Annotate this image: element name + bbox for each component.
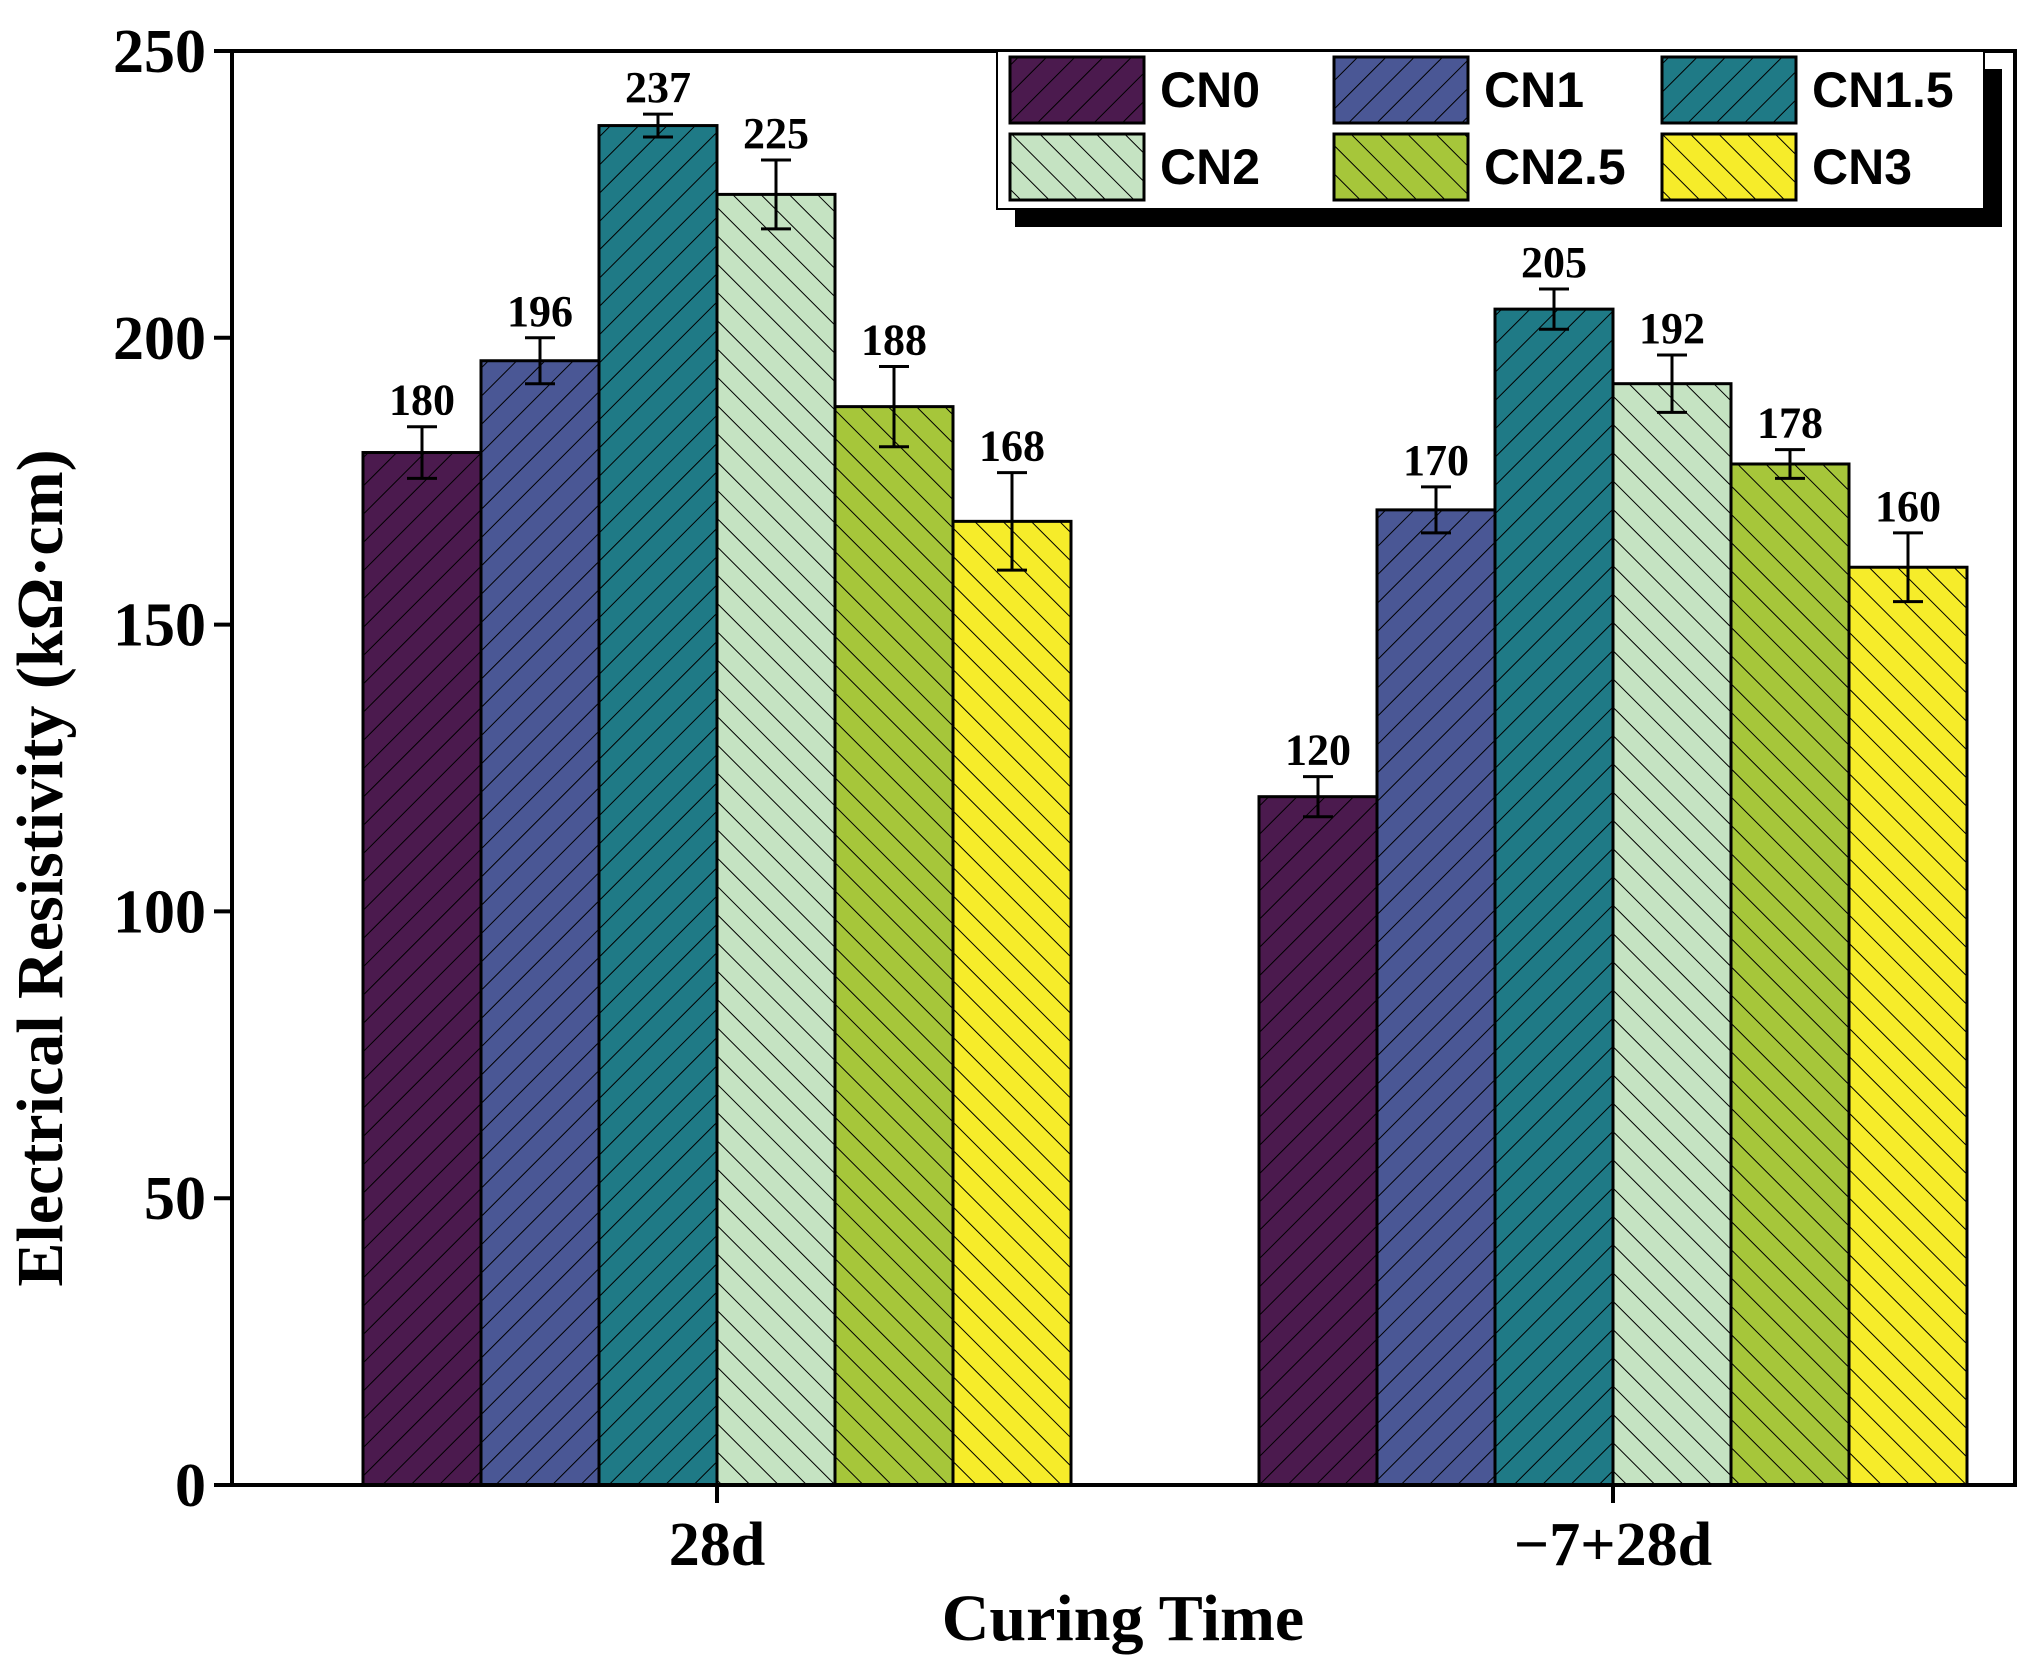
- y-tick-label: 150: [113, 592, 206, 660]
- bar: [1375, 508, 1497, 1487]
- legend-label: CN2.5: [1484, 139, 1626, 195]
- y-tick-label: 0: [175, 1452, 206, 1520]
- data-label: 188: [861, 315, 927, 364]
- data-label: 160: [1875, 482, 1941, 531]
- bar: [597, 124, 719, 1487]
- bar: [833, 405, 955, 1487]
- legend-label: CN1: [1484, 62, 1584, 118]
- data-label: 196: [507, 287, 573, 336]
- y-tick-label: 250: [113, 18, 206, 86]
- axis-ticks: 0 50 100 150 200 250 28d −7+28d: [113, 18, 1712, 1579]
- data-label: 168: [979, 422, 1045, 471]
- legend-label: CN2: [1160, 139, 1260, 195]
- data-label: 180: [389, 376, 455, 425]
- data-label: 205: [1521, 238, 1587, 287]
- data-label: 237: [625, 63, 691, 112]
- legend-swatch: [1332, 132, 1470, 202]
- bar: [1847, 565, 1969, 1487]
- bar: [1611, 382, 1733, 1487]
- y-tick-label: 100: [113, 878, 206, 946]
- bar: [715, 192, 837, 1487]
- legend-box: [996, 50, 1985, 210]
- bar: [951, 519, 1073, 1487]
- bar: [361, 451, 483, 1487]
- legend-swatch: [1660, 55, 1798, 125]
- bar: [1729, 462, 1851, 1487]
- legend-label: CN3: [1812, 139, 1912, 195]
- bar: [1257, 795, 1379, 1487]
- data-label: 178: [1757, 399, 1823, 448]
- legend-label: CN1.5: [1812, 62, 1954, 118]
- x-tick-label: −7+28d: [1514, 1511, 1712, 1579]
- value-labels: 180 196 237 225 188 168 120 170 205 192 178 160: [389, 63, 1941, 775]
- y-tick-label: 200: [113, 305, 206, 373]
- legend-swatch: [1660, 132, 1798, 202]
- legend-swatch: [1008, 132, 1146, 202]
- bar: [479, 359, 601, 1487]
- data-label: 170: [1403, 436, 1469, 485]
- bars: [361, 112, 1969, 1487]
- legend-label: CN0: [1160, 62, 1260, 118]
- x-axis-title: Curing Time: [942, 1582, 1304, 1655]
- data-label: 192: [1639, 304, 1705, 353]
- legend-swatch: [1332, 55, 1470, 125]
- x-tick-label: 28d: [669, 1511, 765, 1579]
- legend: CN0 CN1 CN1.5 CN2 CN2.5 CN3: [996, 50, 2002, 227]
- y-tick-label: 50: [144, 1165, 206, 1233]
- bar: [1493, 307, 1615, 1487]
- data-label: 225: [743, 109, 809, 158]
- legend-swatch: [1008, 55, 1146, 125]
- y-axis-title: Electrical Resistivity (kΩ·cm): [4, 449, 77, 1286]
- data-label: 120: [1285, 726, 1351, 775]
